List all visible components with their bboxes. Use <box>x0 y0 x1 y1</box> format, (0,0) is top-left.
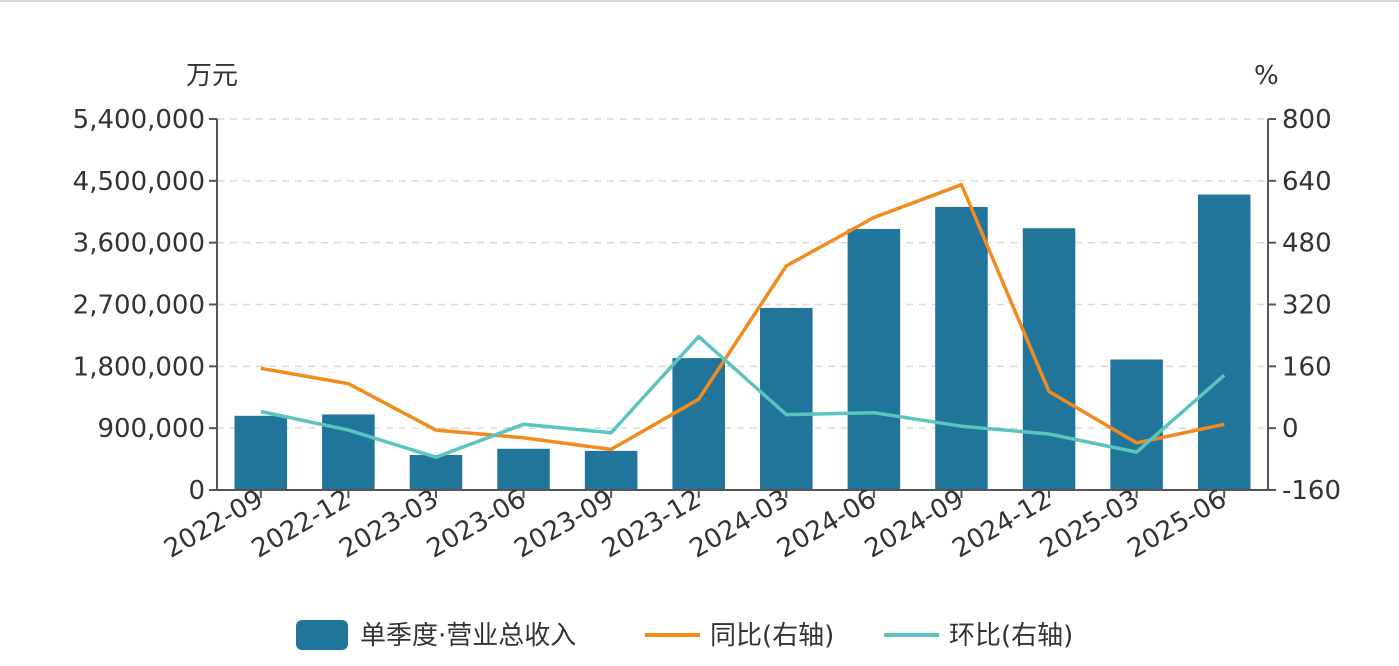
bar <box>1022 228 1076 490</box>
left-tick-label: 3,600,000 <box>73 229 205 259</box>
x-tick-label: 2022-12 <box>247 484 356 564</box>
legend-label: 环比(右轴) <box>949 621 1073 651</box>
x-tick-label: 2024-09 <box>860 484 969 564</box>
left-tick-label: 5,400,000 <box>73 105 205 135</box>
legend-swatch-bar <box>296 620 348 650</box>
bar <box>234 415 288 490</box>
x-tick-label: 2023-09 <box>510 484 619 564</box>
right-tick-label: 160 <box>1282 352 1332 382</box>
left-tick-label: 0 <box>188 476 205 506</box>
right-tick-label: 0 <box>1282 414 1299 444</box>
bar <box>1197 194 1251 490</box>
x-tick-label: 2024-06 <box>772 484 881 564</box>
legend-label: 单季度·营业总收入 <box>360 621 576 651</box>
right-tick-label: -160 <box>1282 476 1341 506</box>
x-tick-label: 2024-03 <box>685 484 794 564</box>
left-axis-unit: 万元 <box>186 61 238 91</box>
x-tick-label: 2024-12 <box>947 484 1056 564</box>
x-tick-label: 2023-06 <box>422 484 531 564</box>
bar <box>409 454 463 490</box>
right-tick-label: 480 <box>1282 229 1332 259</box>
x-tick-label: 2025-03 <box>1035 484 1144 564</box>
right-tick-label: 320 <box>1282 291 1332 321</box>
left-tick-label: 4,500,000 <box>73 167 205 197</box>
x-tick-label: 2023-12 <box>597 484 706 564</box>
x-tick-label: 2022-09 <box>159 484 268 564</box>
bar <box>847 228 901 491</box>
series-line <box>260 334 1226 459</box>
left-tick-label: 1,800,000 <box>73 352 205 382</box>
left-tick-label: 2,700,000 <box>73 291 205 321</box>
bar <box>672 358 725 490</box>
bar <box>497 448 550 490</box>
bar <box>584 450 638 490</box>
x-tick-label: 2025-06 <box>1123 484 1232 564</box>
right-tick-label: 800 <box>1282 105 1332 135</box>
right-tick-label: 640 <box>1282 167 1332 197</box>
x-tick-label: 2023-03 <box>334 484 443 564</box>
bar <box>935 206 988 490</box>
left-tick-label: 900,000 <box>97 414 205 444</box>
legend-label: 同比(右轴) <box>710 621 834 651</box>
series-line <box>260 182 1225 452</box>
bar <box>1110 359 1163 490</box>
right-axis-unit: % <box>1254 61 1279 91</box>
